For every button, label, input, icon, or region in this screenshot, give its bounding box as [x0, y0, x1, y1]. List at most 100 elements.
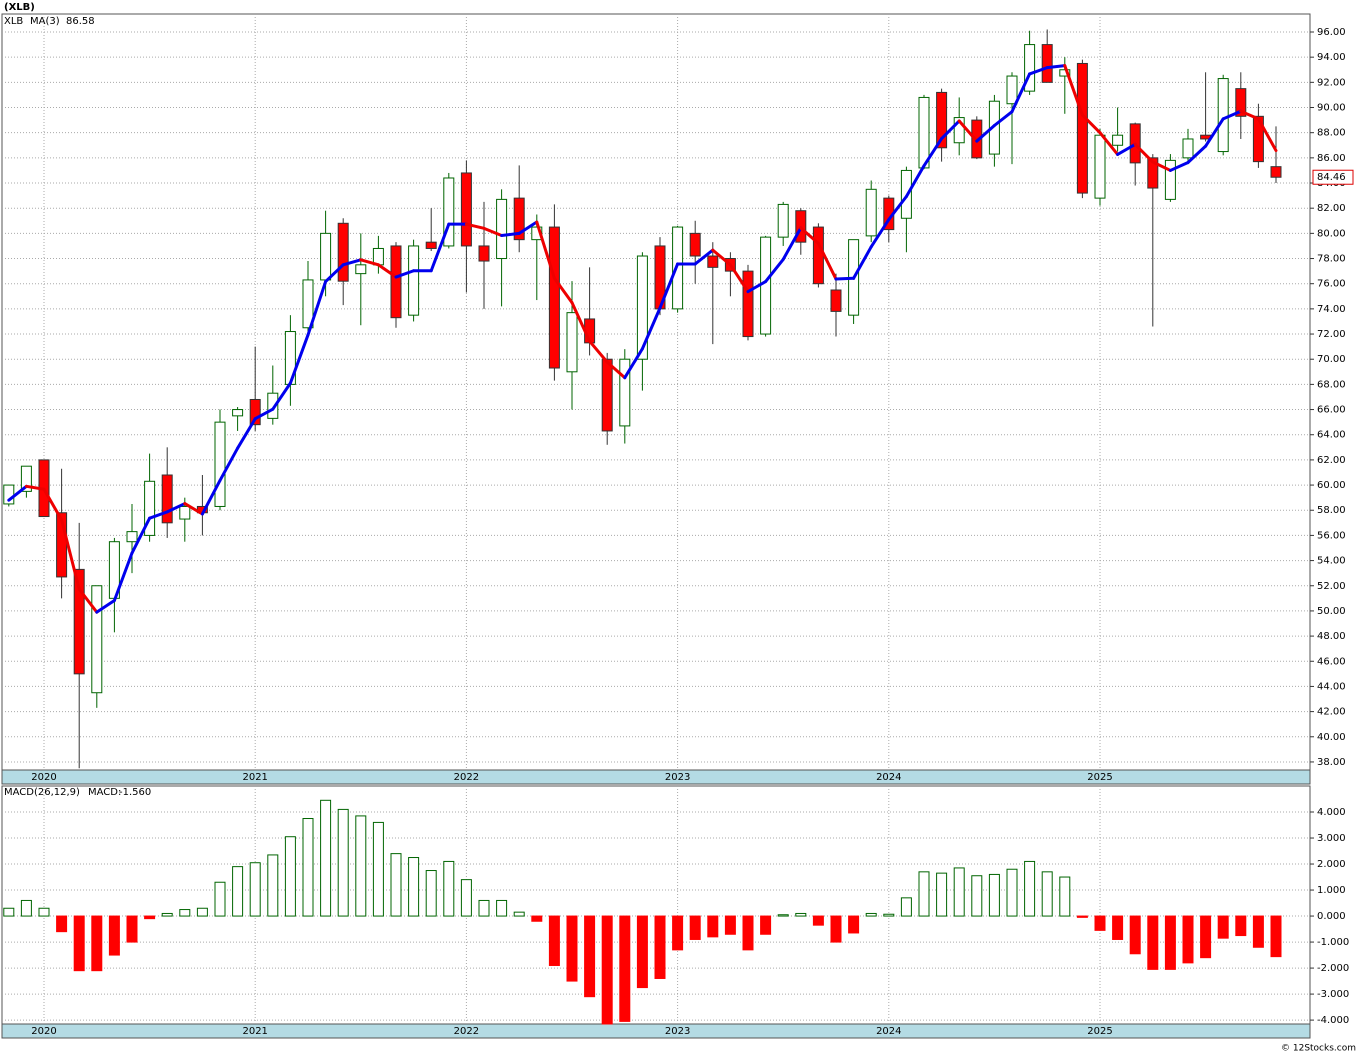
macd-bar-positive	[953, 867, 965, 917]
x-tick-label: 2021	[242, 1026, 267, 1037]
candle-up	[320, 232, 332, 281]
candle-up	[91, 585, 103, 694]
ma-segment	[605, 360, 627, 380]
candle-down	[1041, 44, 1053, 83]
y-tick-label: 72.00	[1317, 329, 1346, 340]
candle-down	[601, 358, 613, 432]
ma-segment	[253, 407, 275, 421]
y-tick-label: -1.000	[1317, 937, 1349, 948]
macd-bar-negative	[1164, 915, 1176, 970]
ma-segment	[852, 245, 873, 280]
ma-segment	[922, 137, 944, 168]
x-tick-label: 2025	[1087, 772, 1112, 783]
macd-bar-positive	[408, 857, 420, 917]
ma-segment	[112, 551, 134, 602]
date-band	[1, 1023, 1311, 1039]
y-tick-label: 80.00	[1317, 228, 1346, 239]
candle-down	[707, 255, 719, 268]
ma-segment	[764, 257, 785, 284]
ma-segment	[429, 222, 451, 273]
ma-segment	[148, 510, 169, 520]
macd-bar-negative	[108, 915, 120, 956]
x-tick-label: 2022	[454, 772, 479, 783]
candle-up	[144, 480, 156, 536]
macd-bar-positive	[179, 909, 191, 917]
ma-segment	[1168, 161, 1190, 172]
macd-bar-positive	[460, 879, 472, 917]
y-tick-label: 54.00	[1317, 556, 1346, 567]
candle-down	[548, 226, 560, 369]
ma-segment	[799, 226, 820, 245]
candle-down	[478, 245, 490, 262]
candle-down	[812, 226, 824, 285]
candle-up	[20, 465, 32, 492]
y-tick-label: 44.00	[1317, 681, 1346, 692]
macd-bar-negative	[126, 915, 138, 943]
y-tick-label: 94.00	[1317, 52, 1346, 63]
macd-bar-positive	[3, 907, 15, 917]
ma-segment	[693, 248, 715, 266]
macd-bar-positive	[284, 836, 296, 917]
y-tick-label: 62.00	[1317, 455, 1346, 466]
candle-down	[1235, 88, 1247, 117]
y-tick-label: 70.00	[1317, 354, 1346, 365]
macd-bar-negative	[584, 915, 596, 998]
candle-up	[566, 312, 578, 373]
ma-segment	[359, 258, 380, 267]
x-tick-label: 2022	[454, 1026, 479, 1037]
macd-bar-positive	[865, 912, 877, 917]
ma-segment	[1098, 131, 1120, 156]
macd-bar-negative	[760, 915, 772, 935]
y-tick-label: 3.000	[1317, 833, 1346, 844]
ma-segment	[394, 269, 416, 279]
ma-segment	[992, 110, 1014, 128]
candle-down	[460, 172, 472, 247]
macd-bar-negative	[848, 915, 860, 934]
candle-down	[795, 210, 807, 243]
y-tick-label: 60.00	[1317, 480, 1346, 491]
ma-segment	[60, 518, 81, 591]
y-tick-label: 92.00	[1317, 77, 1346, 88]
candle-up	[636, 255, 648, 360]
macd-bar-negative	[56, 915, 68, 933]
x-tick-label: 2021	[242, 772, 267, 783]
x-tick-label: 2023	[665, 772, 690, 783]
y-tick-label: -2.000	[1317, 963, 1349, 974]
candle-down	[1270, 166, 1282, 178]
y-tick-label: 48.00	[1317, 631, 1346, 642]
ma-segment	[500, 231, 521, 238]
macd-bar-positive	[425, 870, 437, 917]
y-tick-label: -4.000	[1317, 1015, 1349, 1026]
candle-down	[161, 474, 173, 524]
x-tick-label: 2023	[665, 1026, 690, 1037]
candle-down	[689, 232, 701, 257]
macd-bar-negative	[1182, 915, 1194, 964]
macd-bar-negative	[812, 915, 824, 926]
macd-bar-negative	[1217, 915, 1229, 939]
ma-segment	[1116, 142, 1137, 156]
macd-bar-positive	[267, 854, 279, 917]
candle-up	[1182, 138, 1194, 159]
ma-segment	[1239, 109, 1260, 121]
x-tick-label: 2020	[31, 772, 56, 783]
ma-segment	[869, 218, 891, 249]
y-tick-label: 66.00	[1317, 405, 1346, 416]
macd-last-value: -1.560	[119, 787, 151, 798]
macd-bar-positive	[443, 860, 455, 917]
candle-down	[73, 568, 85, 675]
ma-segment	[975, 124, 996, 143]
candle-up	[1006, 75, 1018, 105]
ma-segment	[623, 347, 644, 380]
macd-bar-negative	[724, 915, 736, 935]
ma-segment	[658, 262, 680, 310]
macd-bar-positive	[1006, 868, 1018, 917]
ma-segment	[1063, 64, 1084, 117]
panel-frame	[1, 785, 1311, 1025]
ma-segment	[535, 220, 556, 280]
x-tick-label: 2020	[31, 1026, 56, 1037]
price-tag-label: 84.46	[1317, 172, 1346, 183]
legend-ma-value: 86.58	[66, 16, 95, 27]
macd-bar-positive	[302, 818, 314, 917]
y-tick-label: 56.00	[1317, 530, 1346, 541]
y-tick-label: 42.00	[1317, 707, 1346, 718]
